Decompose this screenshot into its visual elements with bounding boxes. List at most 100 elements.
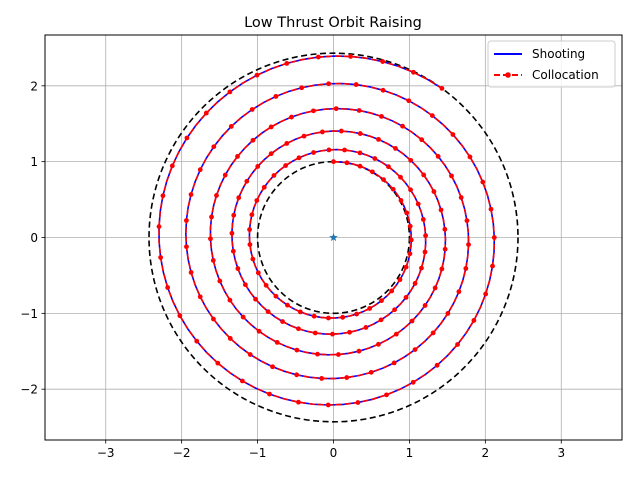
y-tick-label: 1 xyxy=(30,155,38,169)
collocation-point xyxy=(330,331,335,337)
plot-area: −3 −2 −1 0 1 2 3 −2 −1 0 1 2 xyxy=(20,34,623,460)
collocation-point xyxy=(284,141,290,146)
collocation-point xyxy=(227,336,233,341)
collocation-point xyxy=(367,306,373,311)
collocation-point xyxy=(203,110,209,116)
collocation-point xyxy=(389,288,395,294)
y-tick-label: −1 xyxy=(20,307,38,321)
collocation-point xyxy=(432,285,438,291)
collocation-point xyxy=(197,294,203,300)
x-tick-label: 0 xyxy=(330,446,338,460)
collocation-point xyxy=(421,172,427,178)
collocation-point xyxy=(422,303,428,308)
collocation-point xyxy=(356,108,362,113)
collocation-point xyxy=(336,352,341,357)
collocation-point xyxy=(236,195,242,201)
collocation-point xyxy=(390,186,396,192)
collocation-point xyxy=(431,189,437,194)
collocation-point xyxy=(491,235,497,240)
collocation-point xyxy=(355,400,361,405)
collocation-point xyxy=(344,375,350,380)
collocation-point xyxy=(372,156,378,161)
collocation-point xyxy=(230,248,236,254)
collocation-point xyxy=(464,218,470,224)
legend: Shooting Collocation xyxy=(487,40,616,88)
legend-collocation-marker xyxy=(505,72,511,78)
collocation-point xyxy=(177,313,183,319)
collocation-point xyxy=(158,255,164,260)
collocation-point xyxy=(209,214,214,220)
x-tick-label: 3 xyxy=(557,446,565,460)
collocation-point xyxy=(376,136,381,142)
collocation-point xyxy=(249,212,255,218)
collocation-point xyxy=(393,331,399,337)
x-tick-label: 1 xyxy=(406,446,414,460)
collocation-point xyxy=(319,376,325,381)
collocation-point xyxy=(381,177,386,183)
collocation-point xyxy=(270,364,276,370)
collocation-point xyxy=(169,163,175,169)
collocation-point xyxy=(253,296,258,302)
collocation-point xyxy=(296,155,302,161)
x-tick-label: −2 xyxy=(173,446,191,460)
collocation-point xyxy=(208,236,213,242)
collocation-point xyxy=(273,293,279,299)
collocation-point xyxy=(408,157,414,163)
collocation-point xyxy=(379,113,384,119)
collocation-point xyxy=(347,329,352,335)
collocation-point xyxy=(368,369,374,375)
collocation-point xyxy=(379,298,384,304)
collocation-point xyxy=(211,316,216,322)
collocation-point xyxy=(412,281,418,286)
collocation-point xyxy=(419,137,425,143)
legend-collocation-label: Collocation xyxy=(532,68,599,82)
collocation-point xyxy=(422,249,428,255)
collocation-point xyxy=(467,154,473,160)
collocation-point xyxy=(311,108,316,114)
collocation-point xyxy=(261,184,267,190)
collocation-point xyxy=(242,282,248,288)
collocation-point xyxy=(423,233,429,238)
collocation-point xyxy=(434,362,440,368)
collocation-point xyxy=(398,198,404,203)
collocation-point xyxy=(294,372,300,378)
collocation-point xyxy=(357,150,363,156)
collocation-point xyxy=(222,172,228,178)
collocation-point xyxy=(442,226,448,232)
collocation-point xyxy=(393,146,398,151)
collocation-point xyxy=(344,160,350,166)
collocation-point xyxy=(160,193,166,199)
collocation-point xyxy=(471,318,477,323)
collocation-point xyxy=(247,242,253,247)
collocation-point xyxy=(331,159,336,165)
collocation-point xyxy=(326,81,332,87)
collocation-point xyxy=(406,98,412,104)
collocation-point xyxy=(456,289,462,295)
collocation-point xyxy=(274,340,280,345)
collocation-point xyxy=(403,295,409,300)
collocation-point xyxy=(197,167,203,173)
collocation-point xyxy=(397,277,403,283)
collocation-point xyxy=(211,144,217,150)
collocation-point xyxy=(285,302,290,308)
collocation-point xyxy=(217,278,223,284)
collocation-point xyxy=(311,313,317,319)
collocation-point xyxy=(210,258,216,263)
collocation-point xyxy=(227,297,233,303)
collocation-point xyxy=(315,351,320,357)
collocation-point xyxy=(458,195,464,200)
collocation-point xyxy=(438,207,444,213)
collocation-point xyxy=(363,325,369,330)
collocation-point xyxy=(439,86,445,91)
collocation-point xyxy=(429,113,435,119)
collocation-point xyxy=(439,266,445,272)
tick-marks: −3 −2 −1 0 1 2 3 −2 −1 0 1 2 xyxy=(20,79,565,460)
collocation-point xyxy=(325,402,331,408)
collocation-point xyxy=(348,54,354,59)
collocation-point xyxy=(386,164,391,170)
collocation-point xyxy=(392,307,397,313)
collocation-point xyxy=(315,54,321,60)
collocation-point xyxy=(229,230,235,236)
boundary-circle xyxy=(148,52,519,423)
collocation-point xyxy=(357,131,363,136)
